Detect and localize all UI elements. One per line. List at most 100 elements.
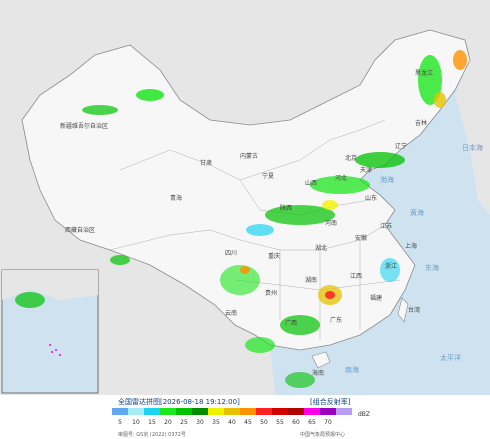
region-label: 江西 [350, 273, 362, 280]
region-label: 西藏自治区 [65, 226, 95, 234]
region-label: 湖北 [315, 244, 327, 252]
echo [380, 258, 400, 282]
region-label: 河南 [325, 219, 337, 227]
legend-swatch [112, 408, 128, 415]
legend-label: 55 [276, 419, 284, 426]
region-label: 北京 [345, 154, 357, 162]
region-label: 陕西 [280, 204, 292, 212]
sea-label: 黄海 [410, 208, 424, 217]
sea-label: 日本海 [462, 143, 483, 152]
hainan [311, 351, 331, 369]
region-label: 吉林 [415, 119, 427, 127]
region-label: 山东 [365, 194, 377, 202]
echo [245, 337, 275, 353]
legend-swatch [176, 408, 192, 415]
border [109, 229, 241, 251]
legend-label: 70 [324, 419, 332, 426]
legend-label: 25 [180, 419, 188, 426]
sea-label: 南海 [345, 365, 359, 374]
echo [220, 265, 260, 295]
legend-label: 20 [164, 419, 172, 426]
legend-swatch [144, 408, 160, 415]
legend-label: 60 [292, 419, 300, 426]
region-label: 内蒙古 [240, 152, 258, 160]
legend-swatch [336, 408, 352, 415]
legend-label: 65 [308, 419, 316, 426]
echo [265, 205, 335, 225]
region-label: 新疆维吾尔自治区 [60, 122, 108, 130]
region-label: 台湾 [408, 306, 420, 314]
legend-swatch [256, 408, 272, 415]
region-label: 山西 [305, 179, 317, 187]
taiwan [397, 297, 409, 323]
echo [240, 266, 250, 274]
radar-echoes [82, 50, 467, 388]
region-label: 云南 [225, 309, 237, 317]
echo [453, 50, 467, 70]
region-label: 江苏 [380, 222, 392, 230]
legend-unit: dBZ [358, 411, 370, 418]
region-label: 辽宁 [395, 142, 407, 150]
sea-label: 东海 [425, 263, 439, 272]
island [59, 354, 61, 356]
region-label: 浙江 [385, 262, 397, 270]
region-label: 重庆 [268, 252, 280, 260]
china-outline [21, 29, 471, 351]
sea-label: 太平洋 [440, 353, 461, 362]
neighbor-land [0, 0, 490, 395]
border [119, 149, 261, 211]
legend-label: 50 [260, 419, 268, 426]
region-label: 青海 [170, 194, 182, 202]
legend-label: 15 [148, 419, 156, 426]
legend-label: 35 [212, 419, 220, 426]
region-label: 黑龙江 [415, 69, 433, 77]
island [49, 344, 51, 346]
source: 中国气象局预报中心 [300, 431, 345, 438]
legend-swatch [224, 408, 240, 415]
legend-swatch [288, 408, 304, 415]
legend-label: 10 [132, 419, 140, 426]
legend-swatch [192, 408, 208, 415]
region-label: 宁夏 [262, 172, 274, 180]
region-label: 海南 [312, 369, 324, 377]
border [239, 119, 386, 181]
region-label: 河北 [335, 174, 347, 182]
echo [310, 176, 370, 194]
legend-swatch [208, 408, 224, 415]
legend-label: 5 [118, 419, 122, 426]
echo [418, 55, 442, 105]
region-label: 福建 [370, 294, 382, 302]
echo [246, 224, 274, 236]
islands [49, 344, 61, 356]
region-label: 广东 [330, 316, 342, 324]
echo [434, 92, 446, 108]
legend-swatch [240, 408, 256, 415]
echo [15, 292, 45, 308]
island [55, 349, 57, 351]
region-label: 贵州 [265, 289, 277, 297]
legend-swatch [160, 408, 176, 415]
neighbor-land [470, 150, 490, 215]
legend-swatch [272, 408, 288, 415]
region-label: 天津 [360, 167, 372, 174]
legend: 全国雷达拼图 [2026-08-18 19:12:00] [组合反射率] dBZ… [112, 397, 370, 438]
island [51, 351, 53, 353]
region-label: 甘肃 [200, 159, 212, 167]
inset-land [2, 270, 98, 300]
sea-label: 渤海 [380, 175, 394, 184]
echo [325, 291, 335, 299]
echo [82, 105, 118, 115]
inset [1, 269, 99, 394]
echo [285, 372, 315, 388]
legend-title: 全国雷达拼图 [118, 397, 160, 406]
legend-product: [组合反射率] [310, 397, 351, 406]
region-label: 四川 [225, 250, 237, 257]
echo [136, 89, 164, 101]
region-label: 广西 [285, 319, 297, 327]
echo [355, 152, 405, 168]
legend-label: 40 [228, 419, 236, 426]
region-label: 安徽 [355, 234, 367, 242]
region-label: 上海 [405, 242, 417, 250]
approval-number: 审图号: GS京 (2022) 0372号 [118, 431, 186, 438]
